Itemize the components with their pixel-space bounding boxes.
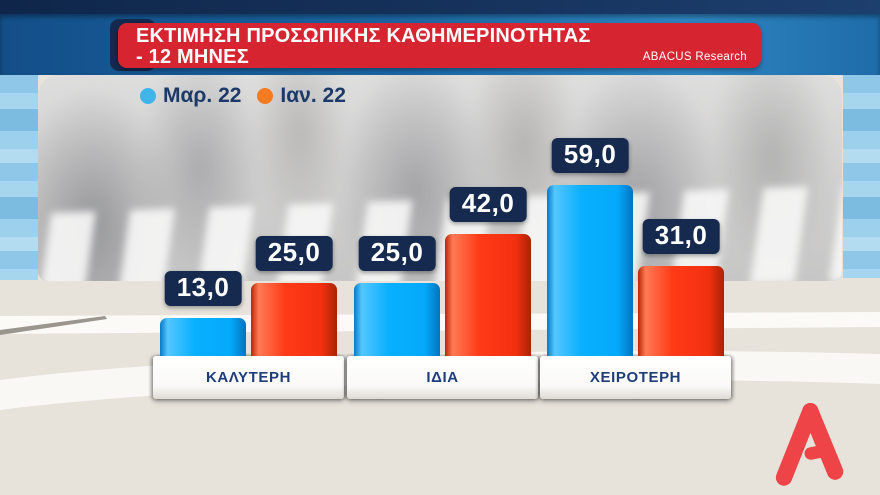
chart-title-line1: ΕΚΤΙΜΗΣΗ ΠΡΟΣΩΠΙΚΗΣ ΚΑΘΗΜΕΡΙΝΟΤΗΤΑΣ xyxy=(136,25,591,47)
category-label: ΙΔΙΑ xyxy=(426,369,459,386)
value-label-Μαρ. 22-ΚΑΛΥΤΕΡΗ: 13,0 xyxy=(164,271,242,306)
value-label-Μαρ. 22-ΧΕΙΡΟΤΕΡΗ: 59,0 xyxy=(551,138,629,173)
bar-Ιαν. 22-ΧΕΙΡΟΤΕΡΗ xyxy=(638,266,724,356)
chart-title: ΕΚΤΙΜΗΣΗ ΠΡΟΣΩΠΙΚΗΣ ΚΑΘΗΜΕΡΙΝΟΤΗΤΑΣ - 12… xyxy=(136,26,591,68)
left-stripe-band xyxy=(0,75,38,280)
bar-Ιαν. 22-ΙΔΙΑ xyxy=(445,234,531,356)
bar-Μαρ. 22-ΚΑΛΥΤΕΡΗ xyxy=(160,318,246,356)
alpha-channel-logo xyxy=(775,403,844,486)
category-box-2: ΧΕΙΡΟΤΕΡΗ xyxy=(540,356,731,399)
top-dark-band xyxy=(0,0,880,14)
value-label-Ιαν. 22-ΚΑΛΥΤΕΡΗ: 25,0 xyxy=(255,236,333,271)
legend-dot-icon xyxy=(140,88,156,104)
legend-label: Ιαν. 22 xyxy=(280,84,346,107)
legend-label: Μαρ. 22 xyxy=(163,84,242,107)
legend-item-1: Ιαν. 22 xyxy=(257,84,346,108)
header-banner: ΕΚΤΙΜΗΣΗ ΠΡΟΣΩΠΙΚΗΣ ΚΑΘΗΜΕΡΙΝΟΤΗΤΑΣ - 12… xyxy=(118,23,761,68)
category-box-0: ΚΑΛΥΤΕΡΗ xyxy=(153,356,344,399)
bar-Ιαν. 22-ΚΑΛΥΤΕΡΗ xyxy=(251,283,337,356)
source-label: ABACUS Research xyxy=(642,51,747,63)
category-box-1: ΙΔΙΑ xyxy=(347,356,538,399)
value-label-Μαρ. 22-ΙΔΙΑ: 25,0 xyxy=(358,236,436,271)
value-label-Ιαν. 22-ΧΕΙΡΟΤΕΡΗ: 31,0 xyxy=(642,219,720,254)
chart-title-line2: - 12 ΜΗΝΕΣ xyxy=(136,46,249,68)
legend-dot-icon xyxy=(257,88,274,104)
value-label-Ιαν. 22-ΙΔΙΑ: 42,0 xyxy=(449,187,527,222)
right-stripe-band xyxy=(843,75,880,278)
legend-item-0: Μαρ. 22 xyxy=(140,84,241,108)
bar-Μαρ. 22-ΧΕΙΡΟΤΕΡΗ xyxy=(547,185,633,356)
bar-Μαρ. 22-ΙΔΙΑ xyxy=(354,283,440,356)
category-label: ΧΕΙΡΟΤΕΡΗ xyxy=(589,369,682,386)
legend: Μαρ. 22 Ιαν. 22 xyxy=(140,84,346,108)
category-label: ΚΑΛΥΤΕΡΗ xyxy=(205,369,292,386)
